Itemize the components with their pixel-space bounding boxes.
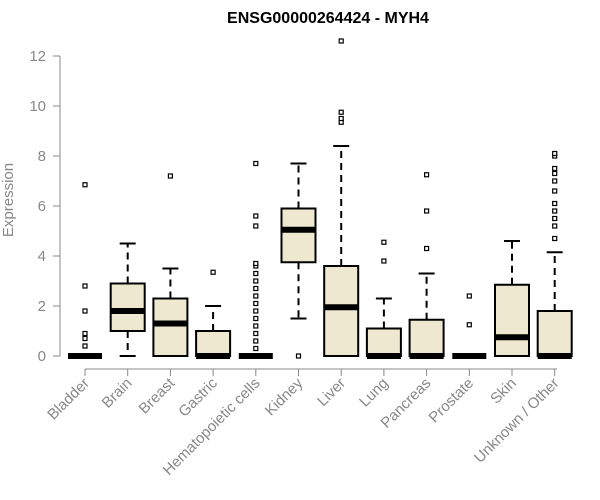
outlier-point [253,338,259,344]
outlier-point [253,285,259,292]
outlier-point [253,160,259,167]
outlier-point [82,182,88,188]
outlier-point [381,239,387,245]
box-iqr [280,207,317,264]
box-iqr [109,282,146,332]
outlier-point [338,115,344,122]
outlier-point [253,223,259,229]
outlier-point [82,330,88,337]
y-tick-label: 6 [38,198,46,215]
outlier-point [253,300,259,307]
outlier-point [82,308,88,314]
x-tick-label: Skin [487,375,520,408]
chart-title: ENSG00000264424 - MYH4 [227,10,429,27]
outlier-point [552,208,558,214]
box-breast [152,173,189,357]
outlier-point [253,323,259,329]
outlier-point [253,345,259,352]
x-tick-label: Breast [136,374,179,417]
box-liver [323,38,360,357]
outlier-point [552,215,558,222]
outlier-point [82,335,88,342]
y-tick-label: 8 [38,148,46,165]
outlier-point [167,173,173,179]
outlier-point [338,109,344,115]
outlier-point [424,245,430,252]
outlier-point [253,293,259,299]
outlier-point [82,283,88,289]
y-tick-label: 2 [38,298,46,315]
outlier-point [253,308,259,314]
box-iqr [195,330,232,357]
outlier-point [552,200,558,207]
outlier-point [424,172,430,178]
outlier-point [253,213,259,219]
y-tick-label: 4 [38,248,46,265]
outlier-point [381,258,387,264]
x-tick-label: Lung [356,375,392,411]
box-iqr [323,265,360,357]
box-iqr [365,327,402,357]
box-bladder [68,182,102,359]
outlier-point [253,260,259,267]
x-tick-label: Liver [314,375,349,410]
outlier-point [295,353,302,359]
box-pancreas [408,172,445,359]
outlier-point [424,208,430,214]
box-lung [365,239,402,359]
outlier-point [253,315,259,322]
outlier-point [552,170,558,177]
box-iqr [494,283,530,357]
box-iqr [152,297,189,357]
box-series [68,38,573,359]
x-tick-label: Prostate [426,375,478,427]
outlier-point [552,165,558,172]
outlier-point [552,150,558,157]
outlier-point [82,343,88,349]
y-axis-ticks: 0 2 4 6 8 10 12 [29,48,60,365]
y-axis-label: Expression [0,163,17,237]
outlier-point [338,38,344,44]
outlier-point [253,270,259,277]
outlier-point [552,188,558,194]
box-unknown-other [536,150,573,359]
box-gastric [195,269,232,359]
box-hematopoietic-cells [238,160,273,359]
outlier-point [466,322,472,328]
x-tick-label: Bladder [44,375,93,424]
outlier-point [210,269,216,275]
outlier-point [552,235,558,242]
outlier-point [253,278,259,284]
x-tick-label: Kidney [262,374,307,419]
box-brain [109,242,146,357]
box-iqr [536,310,573,357]
outlier-point [253,330,259,337]
box-prostate [452,293,487,359]
y-tick-label: 10 [29,98,46,115]
box-kidney [280,162,317,359]
x-tick-label: Brain [99,375,136,412]
box-iqr [408,318,445,357]
y-tick-label: 0 [38,348,46,365]
outlier-point [466,293,472,299]
outlier-point [552,178,558,184]
y-tick-label: 12 [29,48,46,65]
box-skin [494,240,530,357]
outlier-point [552,223,558,229]
